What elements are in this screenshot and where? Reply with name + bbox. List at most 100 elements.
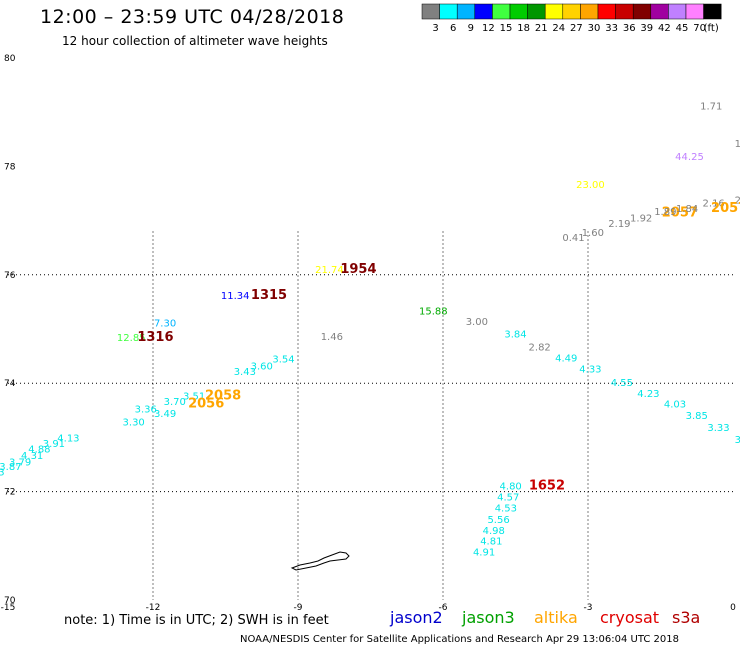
legend-tick-label: 30: [588, 23, 601, 34]
wave-height-label: 1.46: [321, 332, 343, 343]
wave-height-label: 3: [735, 435, 740, 446]
lat-tick-label: 76: [4, 271, 16, 281]
satellite-jason3: jason3: [462, 608, 515, 627]
legend-swatch: [580, 3, 599, 20]
map-subtitle: 12 hour collection of altimeter wave hei…: [62, 34, 328, 48]
wave-height-label: 4.13: [57, 434, 79, 445]
legend-tick-label: 9: [468, 23, 474, 34]
wave-height-label: 7.30: [154, 318, 176, 329]
wave-height-label: 3.36: [135, 404, 157, 415]
legend-tick-label: 27: [570, 23, 583, 34]
legend-swatch: [421, 3, 440, 20]
lat-tick-label: 72: [4, 488, 15, 498]
wave-height-label: 4.33: [579, 364, 601, 375]
legend-unit-label: (ft): [704, 23, 719, 34]
lat-lon-grid: [8, 231, 733, 600]
wave-height-label: 3.54: [272, 355, 294, 366]
wave-height-label: 3.70: [164, 397, 186, 408]
lat-tick-label: 80: [4, 54, 16, 64]
legend-swatch: [527, 3, 546, 20]
wave-height-label: 3.43: [234, 367, 256, 378]
wave-height-label: 2.19: [608, 219, 630, 230]
wave-height-label: 21.74: [315, 265, 344, 276]
wave-height-label: 4.49: [555, 354, 577, 365]
wave-height-label: 3.87: [0, 462, 22, 473]
lon-tick-label: -6: [439, 603, 448, 613]
wave-height-label: 4.13: [0, 467, 5, 478]
satellite-altika: altika: [534, 608, 578, 627]
wave-height-label: 3.33: [707, 423, 729, 434]
axis-ticks: -15 -12 -9 -6 -3 0 70 72 74 76 78 80: [1, 54, 736, 613]
legend-swatch: [509, 3, 528, 20]
pass-time-label: 2058: [205, 388, 241, 403]
legend-swatch: [439, 3, 458, 20]
legend-tick-label: 24: [552, 23, 565, 34]
wave-height-label: 2: [735, 195, 740, 206]
legend-tick-label: 6: [450, 23, 456, 34]
legend-swatch: [668, 3, 687, 20]
wave-height-label: 4.88: [28, 445, 50, 456]
wave-height-label: 3.91: [43, 439, 65, 450]
legend-tick-label: 3: [432, 23, 438, 34]
wave-height-label: 5.56: [487, 515, 509, 526]
legend-swatch: [474, 3, 493, 20]
wave-height-label: 4.03: [664, 400, 686, 411]
wave-height-label: 4.91: [473, 548, 495, 559]
map-title: 12:00 – 23:59 UTC 04/28/2018: [40, 6, 345, 28]
legend-swatch: [650, 3, 669, 20]
lon-tick-label: 0: [730, 603, 736, 613]
lon-tick-label: -9: [294, 603, 303, 613]
lat-tick-label: 70: [4, 596, 16, 606]
legend-swatch: [615, 3, 634, 20]
lon-tick-label: -3: [584, 603, 593, 613]
wave-height-label: 4.23: [637, 389, 659, 400]
wave-height-label: 3.49: [154, 409, 176, 420]
color-legend: 3 6 9 12 15 18 21 24 27 30 33 36 39 42 45 70(ft): [421, 3, 722, 34]
satellite-cryosat: cryosat: [600, 608, 660, 627]
jan-mayen-island-outline: [290, 551, 350, 571]
legend-swatch: [544, 3, 564, 20]
legend-tick-label: 18: [517, 23, 530, 34]
pass-time-label: 1954: [340, 262, 376, 277]
wave-height-label: 3.79: [9, 458, 31, 469]
legend-swatch: [703, 3, 722, 20]
altimeter-observations: 1.71144.2523.0022.1620571.8420571.891.92…: [0, 101, 740, 558]
wave-height-label: 12.85: [117, 333, 146, 344]
wave-height-label: 3.85: [686, 411, 708, 422]
legend-tick-label: 12: [482, 23, 495, 34]
lat-tick-label: 74: [4, 379, 16, 389]
wave-height-label: 1.92: [630, 214, 652, 225]
wave-height-label: 3.51: [183, 391, 205, 402]
wave-height-label: 1.60: [582, 228, 604, 239]
legend-tick-label: 33: [605, 23, 618, 34]
wave-height-label: 1.84: [676, 204, 698, 215]
wave-height-label: 15.88: [419, 306, 448, 317]
legend-swatch: [562, 3, 581, 20]
wave-height-label: 4.31: [21, 451, 43, 462]
legend-tick-label: 15: [500, 23, 513, 34]
wave-height-label: 11.34: [221, 291, 250, 302]
legend-swatch: [492, 3, 511, 20]
pass-time-label: 1652: [529, 478, 565, 493]
legend-swatch: [632, 3, 652, 20]
pass-time-label: 1316: [137, 330, 173, 345]
wave-height-label: 3.84: [504, 330, 526, 341]
legend-swatch: [456, 3, 476, 20]
wave-height-label: 1.71: [700, 101, 722, 112]
wave-height-label: 4.57: [497, 492, 519, 503]
wave-height-label: 3.60: [251, 362, 273, 373]
wave-height-label: 1: [735, 139, 740, 150]
credit-line: NOAA/NESDIS Center for Satellite Applica…: [240, 634, 679, 645]
wave-height-label: 3.00: [466, 317, 488, 328]
wave-height-label: 0.41: [562, 233, 584, 244]
legend-tick-label: 21: [535, 23, 548, 34]
satellite-jason2: jason2: [390, 608, 443, 627]
lon-tick-label: -12: [146, 603, 161, 613]
wave-height-label: 4.81: [480, 537, 502, 548]
legend-tick-label: 36: [623, 23, 636, 34]
pass-time-label: 2057: [662, 205, 698, 220]
pass-time-label: 2056: [188, 397, 224, 412]
legend-tick-label: 42: [658, 23, 671, 34]
wave-height-label: 44.25: [675, 152, 704, 163]
